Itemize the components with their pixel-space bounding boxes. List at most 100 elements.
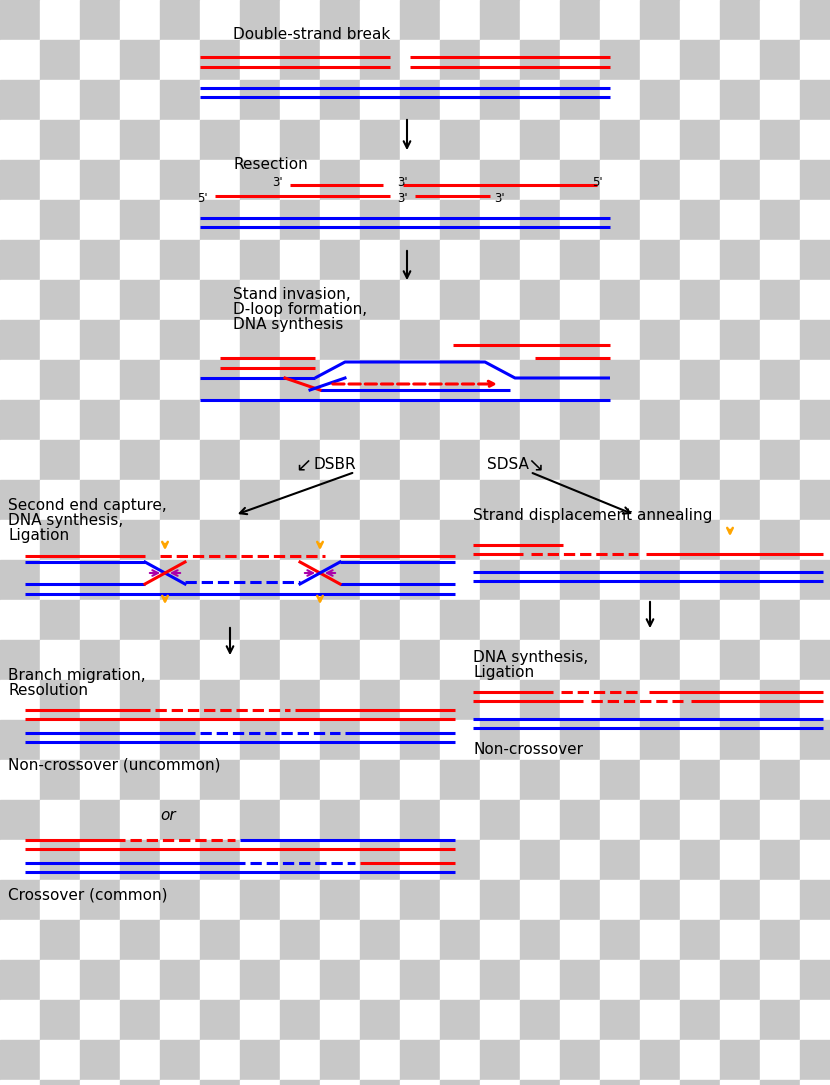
Bar [640,200,680,240]
Bar [600,1041,640,1080]
Bar [600,200,640,240]
Bar [280,159,320,200]
Bar [680,560,720,600]
Bar [240,480,280,520]
Bar [600,320,640,360]
Bar [240,280,280,320]
Bar [360,640,400,680]
Bar [320,400,360,441]
Bar [200,159,240,200]
Bar [0,280,40,320]
Bar [320,441,360,480]
Bar [640,480,680,520]
Bar [360,600,400,640]
Bar [640,680,680,720]
Bar [760,280,800,320]
Bar [120,640,160,680]
Bar [560,640,600,680]
Bar [80,360,120,400]
Bar [80,1080,120,1085]
Bar [280,441,320,480]
Bar [120,0,160,40]
Bar [240,720,280,760]
Bar [640,1080,680,1085]
Bar [440,400,480,441]
Bar [560,600,600,640]
Bar [640,240,680,280]
Text: Branch migration,: Branch migration, [8,668,145,682]
Bar [600,560,640,600]
Bar [280,880,320,920]
Bar [800,40,830,80]
Bar [0,0,40,40]
Bar [160,560,200,600]
Bar [320,120,360,159]
Bar [120,1000,160,1041]
Bar [520,320,560,360]
Bar [720,240,760,280]
Bar [280,520,320,560]
Bar [640,40,680,80]
Bar [600,240,640,280]
Bar [200,960,240,1000]
Bar [120,1041,160,1080]
Bar [680,159,720,200]
Bar [800,1080,830,1085]
Bar [800,800,830,840]
Bar [640,520,680,560]
Bar [280,320,320,360]
Bar [360,441,400,480]
Bar [160,1000,200,1041]
Bar [480,320,520,360]
Bar [800,159,830,200]
Bar [80,280,120,320]
Bar [800,240,830,280]
Bar [680,400,720,441]
Bar [200,840,240,880]
Bar [360,240,400,280]
Bar [520,400,560,441]
Bar [720,40,760,80]
Bar [280,80,320,120]
Text: DSBR: DSBR [313,457,355,472]
Bar [800,680,830,720]
Bar [0,600,40,640]
Text: Stand invasion,: Stand invasion, [233,288,351,302]
Bar [640,360,680,400]
Bar [560,920,600,960]
Bar [720,760,760,800]
Bar [560,200,600,240]
Bar [480,1041,520,1080]
Bar [360,1080,400,1085]
Bar [200,400,240,441]
Bar [40,40,80,80]
Bar [0,320,40,360]
Bar [480,1000,520,1041]
Bar [600,159,640,200]
Bar [720,1000,760,1041]
Bar [520,1041,560,1080]
Bar [320,1080,360,1085]
Bar [480,80,520,120]
Bar [120,800,160,840]
Bar [680,840,720,880]
Text: D-loop formation,: D-loop formation, [233,302,367,317]
Bar [760,200,800,240]
Bar [680,120,720,159]
Bar [480,520,520,560]
Bar [560,120,600,159]
Text: Double-strand break: Double-strand break [233,27,390,42]
Bar [320,200,360,240]
Bar [640,0,680,40]
Bar [240,80,280,120]
Bar [480,120,520,159]
Bar [40,120,80,159]
Bar [200,640,240,680]
Bar [760,0,800,40]
Bar [720,640,760,680]
Bar [640,920,680,960]
Bar [480,0,520,40]
Bar [720,520,760,560]
Bar [360,80,400,120]
Bar [80,880,120,920]
